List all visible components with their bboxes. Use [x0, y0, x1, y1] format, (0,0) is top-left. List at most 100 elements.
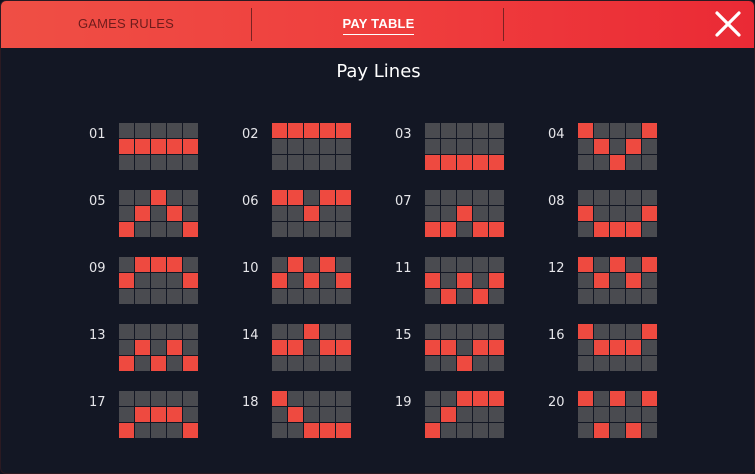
- payline-cell-active: [272, 391, 287, 406]
- payline-cell-active: [167, 407, 182, 422]
- close-button[interactable]: [714, 10, 742, 38]
- payline-cell-active: [441, 340, 456, 355]
- payline-cell: [183, 206, 198, 221]
- payline-cell: [183, 155, 198, 170]
- payline-item: 20: [548, 391, 708, 441]
- payline-item: 15: [395, 324, 555, 374]
- payline-cell: [594, 407, 609, 422]
- payline-cell: [489, 324, 504, 339]
- payline-cell: [626, 289, 641, 304]
- payline-cell-active: [473, 391, 488, 406]
- payline-cell: [183, 407, 198, 422]
- payline-cell-active: [473, 222, 488, 237]
- payline-cell: [135, 273, 150, 288]
- payline-cell: [167, 123, 182, 138]
- payline-cell-active: [336, 423, 351, 438]
- payline-cell-active: [594, 222, 609, 237]
- payline-cell: [610, 273, 625, 288]
- payline-pattern: [272, 123, 352, 171]
- payline-cell: [642, 222, 657, 237]
- payline-cell: [135, 324, 150, 339]
- payline-item: 11: [395, 257, 555, 307]
- payline-cell: [336, 139, 351, 154]
- payline-cell: [167, 273, 182, 288]
- payline-cell-active: [272, 340, 287, 355]
- payline-pattern: [425, 391, 505, 439]
- payline-cell: [473, 139, 488, 154]
- tab-pay-table[interactable]: PAY TABLE: [331, 1, 426, 48]
- payline-cell: [642, 289, 657, 304]
- payline-cell: [167, 222, 182, 237]
- payline-number: 02: [242, 127, 259, 142]
- payline-cell: [288, 273, 303, 288]
- payline-pattern: [272, 324, 352, 372]
- payline-cell: [135, 190, 150, 205]
- payline-cell-active: [626, 222, 641, 237]
- payline-cell: [594, 257, 609, 272]
- payline-cell: [578, 289, 593, 304]
- tab-divider: [503, 8, 504, 41]
- payline-cell: [151, 340, 166, 355]
- payline-cell-active: [336, 123, 351, 138]
- payline-cell-active: [320, 423, 335, 438]
- payline-cell: [594, 324, 609, 339]
- payline-pattern: [425, 123, 505, 171]
- payline-cell-active: [610, 222, 625, 237]
- payline-cell-active: [626, 273, 641, 288]
- payline-cell: [320, 324, 335, 339]
- payline-cell-active: [135, 407, 150, 422]
- payline-cell: [288, 423, 303, 438]
- payline-cell: [425, 206, 440, 221]
- payline-cell: [610, 139, 625, 154]
- payline-cell-active: [425, 155, 440, 170]
- payline-number: 04: [548, 127, 565, 142]
- payline-pattern: [119, 123, 199, 171]
- payline-cell: [320, 155, 335, 170]
- payline-cell: [489, 206, 504, 221]
- payline-cell-active: [489, 155, 504, 170]
- payline-item: 08: [548, 190, 708, 240]
- payline-cell: [489, 257, 504, 272]
- payline-cell: [151, 123, 166, 138]
- payline-cell-active: [425, 273, 440, 288]
- payline-cell: [642, 273, 657, 288]
- payline-cell: [119, 289, 134, 304]
- payline-cell-active: [183, 356, 198, 371]
- payline-pattern: [425, 324, 505, 372]
- payline-cell: [642, 139, 657, 154]
- payline-cell-active: [167, 340, 182, 355]
- tab-games-rules[interactable]: GAMES RULES: [77, 16, 175, 31]
- payline-cell-active: [320, 340, 335, 355]
- payline-cell-active: [304, 423, 319, 438]
- payline-pattern: [578, 190, 658, 238]
- payline-item: 16: [548, 324, 708, 374]
- payline-cell: [272, 206, 287, 221]
- payline-cell-active: [304, 273, 319, 288]
- payline-cell-active: [151, 257, 166, 272]
- payline-cell: [167, 324, 182, 339]
- payline-cell-active: [626, 340, 641, 355]
- payline-cell: [320, 407, 335, 422]
- payline-cell: [119, 257, 134, 272]
- payline-number: 07: [395, 194, 412, 209]
- payline-cell: [578, 340, 593, 355]
- payline-cell: [135, 123, 150, 138]
- payline-item: 02: [242, 123, 402, 173]
- payline-cell: [167, 423, 182, 438]
- payline-cell: [441, 257, 456, 272]
- payline-cell: [135, 356, 150, 371]
- payline-cell: [304, 407, 319, 422]
- payline-cell: [272, 155, 287, 170]
- payline-cell-active: [151, 139, 166, 154]
- paylines-grid: 01 02 03 04 05 06 07 08 09 10 11 12 13 14 15 16 17 18 19 20: [89, 123, 729, 443]
- payline-cell-active: [441, 407, 456, 422]
- payline-cell: [626, 356, 641, 371]
- payline-cell: [578, 356, 593, 371]
- payline-cell-active: [288, 123, 303, 138]
- payline-cell: [336, 289, 351, 304]
- payline-cell: [457, 340, 472, 355]
- payline-cell: [151, 155, 166, 170]
- payline-pattern: [425, 190, 505, 238]
- payline-cell: [272, 356, 287, 371]
- payline-cell: [183, 340, 198, 355]
